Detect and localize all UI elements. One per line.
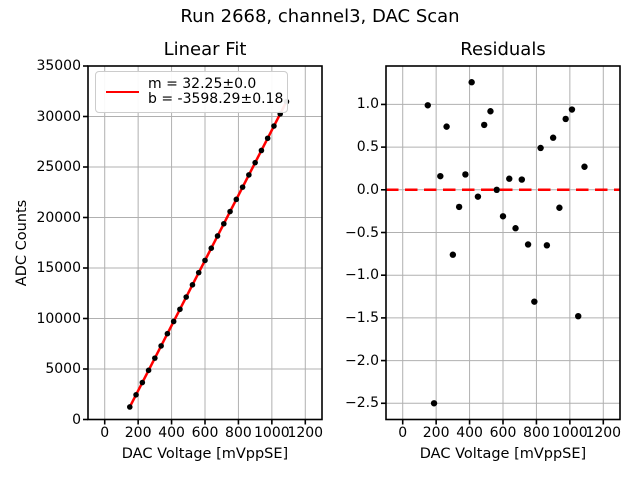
y-tick-label: −2.5 bbox=[345, 395, 379, 412]
data-point bbox=[568, 106, 576, 113]
y-tick-label: 1.0 bbox=[356, 96, 379, 113]
legend: m = 32.25±0.0 b = -3598.29±0.18 bbox=[95, 71, 288, 113]
data-point bbox=[189, 282, 196, 288]
x-tick-label: 800 bbox=[523, 425, 550, 441]
x-tick-label: 1000 bbox=[254, 425, 290, 441]
data-point bbox=[202, 257, 208, 264]
y-tick-label: 10000 bbox=[36, 310, 81, 327]
x-tick-label: 0 bbox=[398, 425, 408, 441]
x-tick-label: 1200 bbox=[287, 425, 324, 441]
y-tick-label: 0.5 bbox=[356, 139, 379, 156]
data-point bbox=[537, 144, 544, 152]
data-point bbox=[177, 306, 183, 313]
figure-title: Run 2668, channel3, DAC Scan bbox=[180, 6, 460, 27]
x-tick-label: 400 bbox=[456, 425, 483, 441]
x-tick-label: 200 bbox=[422, 425, 450, 441]
fit-line bbox=[128, 101, 288, 408]
data-point bbox=[506, 175, 513, 182]
right-plot-xlabel: DAC Voltage [mVppSE] bbox=[419, 446, 587, 462]
data-point bbox=[264, 135, 271, 142]
data-point bbox=[233, 196, 240, 203]
data-point bbox=[145, 367, 152, 374]
data-point bbox=[239, 184, 246, 190]
fit-line-swatch bbox=[106, 91, 139, 93]
legend-text: m = 32.25±0.0 b = -3598.29±0.18 bbox=[148, 77, 283, 107]
x-tick-label: 200 bbox=[124, 425, 152, 441]
data-point bbox=[221, 220, 227, 227]
data-point bbox=[512, 225, 519, 232]
data-point bbox=[468, 79, 475, 86]
x-tick-label: 600 bbox=[191, 425, 219, 441]
y-tick-label: 25000 bbox=[36, 159, 81, 175]
data-point bbox=[271, 123, 277, 129]
data-point bbox=[208, 245, 215, 251]
legend-intercept-entry: b = -3598.29±0.18 bbox=[148, 91, 284, 107]
data-point bbox=[487, 108, 494, 115]
x-tick-label: 800 bbox=[225, 425, 252, 441]
x-tick-label: 0 bbox=[100, 425, 110, 441]
y-tick-label: 15000 bbox=[36, 260, 81, 276]
data-point bbox=[227, 208, 233, 215]
data-point bbox=[455, 203, 463, 211]
x-tick-label: 400 bbox=[158, 425, 185, 441]
data-point bbox=[524, 241, 532, 248]
right-plot-title: Residuals bbox=[460, 39, 546, 60]
data-point bbox=[518, 176, 526, 183]
y-tick-label: −1.0 bbox=[345, 267, 379, 284]
data-point bbox=[152, 355, 158, 361]
data-point bbox=[183, 294, 189, 300]
data-point bbox=[549, 134, 557, 141]
data-point bbox=[543, 242, 551, 249]
left-plot-title: Linear Fit bbox=[163, 39, 247, 60]
y-tick-label: 0.0 bbox=[356, 181, 379, 198]
y-tick-label: 30000 bbox=[36, 108, 81, 125]
data-point bbox=[493, 186, 500, 194]
y-tick-label: −1.5 bbox=[345, 309, 379, 326]
data-point bbox=[424, 102, 431, 109]
data-point bbox=[126, 404, 133, 410]
data-point bbox=[170, 318, 177, 325]
data-point bbox=[480, 121, 488, 129]
data-point bbox=[430, 400, 438, 407]
data-point bbox=[499, 213, 507, 220]
y-tick-label: 5000 bbox=[45, 361, 81, 377]
data-point bbox=[443, 123, 450, 130]
data-point bbox=[462, 171, 469, 178]
x-tick-label: 1000 bbox=[552, 425, 588, 441]
legend-slope-entry: m = 32.25±0.0 bbox=[148, 76, 257, 92]
left-plot-xlabel: DAC Voltage [mVppSE] bbox=[121, 446, 289, 462]
y-tick-label: 20000 bbox=[36, 209, 81, 226]
data-point bbox=[139, 379, 146, 386]
y-tick-label: −2.0 bbox=[345, 352, 379, 369]
data-point bbox=[531, 298, 538, 305]
data-point bbox=[164, 330, 171, 337]
data-point bbox=[449, 251, 457, 258]
data-point bbox=[133, 391, 139, 398]
y-tick-label: 0 bbox=[72, 411, 81, 428]
data-point bbox=[474, 193, 482, 200]
data-point bbox=[556, 204, 563, 211]
data-point bbox=[158, 343, 164, 349]
data-point bbox=[581, 163, 588, 170]
data-point bbox=[258, 147, 265, 154]
y-tick-label: −0.5 bbox=[345, 224, 379, 241]
data-point bbox=[575, 312, 582, 320]
y-tick-label: 35000 bbox=[36, 58, 81, 74]
data-point bbox=[214, 233, 221, 239]
data-point bbox=[252, 159, 258, 166]
data-point bbox=[437, 172, 444, 180]
data-point bbox=[562, 115, 569, 123]
data-point bbox=[195, 269, 202, 276]
data-point bbox=[246, 172, 252, 178]
x-tick-label: 600 bbox=[489, 425, 517, 441]
x-tick-label: 1200 bbox=[585, 425, 622, 441]
